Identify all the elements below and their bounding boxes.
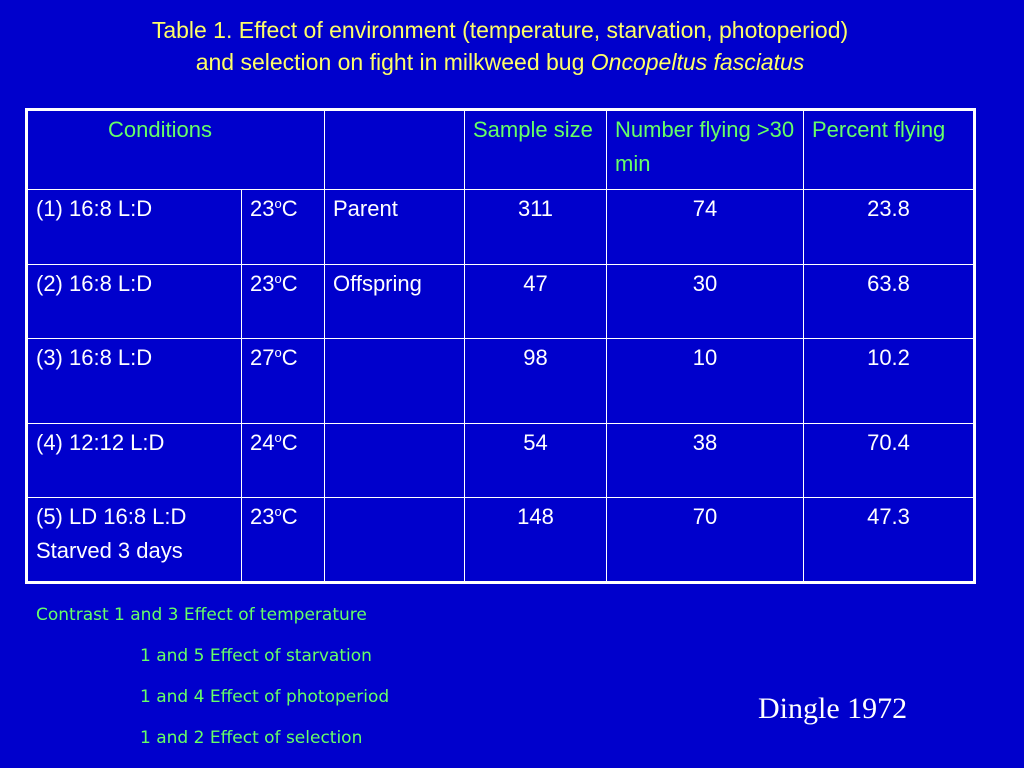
cell-group [324, 497, 465, 583]
cell-temperature: 23oC [241, 497, 325, 583]
cell-percent-flying: 70.4 [803, 423, 975, 498]
cell-sample-size: 311 [464, 189, 607, 265]
cell-group: Offspring [324, 264, 465, 339]
cell-percent-flying: 47.3 [803, 497, 975, 583]
data-table-wrapper: Conditions Sample size Number flying >30… [25, 108, 976, 584]
cell-sample-size: 148 [464, 497, 607, 583]
condition-line-2: Starved 3 days [36, 538, 183, 563]
header-sample-size: Sample size [464, 109, 607, 190]
cell-group: Parent [324, 189, 465, 265]
cell-sample-size: 54 [464, 423, 607, 498]
contrast-line: 1 and 4 Effect of photoperiod [140, 687, 390, 707]
citation: Dingle 1972 [758, 692, 908, 725]
table-row: (5) LD 16:8 L:D Starved 3 days 23oC 148 7… [26, 497, 975, 583]
cell-temperature: 27oC [241, 338, 325, 424]
slide-title: Table 1. Effect of environment (temperat… [0, 14, 1000, 78]
cell-number-flying: 30 [606, 264, 804, 339]
cell-percent-flying: 23.8 [803, 189, 975, 265]
table-row: (1) 16:8 L:D 23oC Parent 311 74 23.8 [26, 189, 975, 265]
cell-condition: (3) 16:8 L:D [26, 338, 242, 424]
cell-group [324, 338, 465, 424]
cell-sample-size: 98 [464, 338, 607, 424]
condition-line-1: (5) LD 16:8 L:D [36, 504, 187, 529]
cell-number-flying: 10 [606, 338, 804, 424]
cell-temperature: 24oC [241, 423, 325, 498]
cell-group [324, 423, 465, 498]
header-blank [324, 109, 465, 190]
cell-condition: (2) 16:8 L:D [26, 264, 242, 339]
cell-condition: (4) 12:12 L:D [26, 423, 242, 498]
header-percent-flying: Percent flying [803, 109, 975, 190]
data-table: Conditions Sample size Number flying >30… [25, 108, 976, 584]
cell-condition: (1) 16:8 L:D [26, 189, 242, 265]
cell-temperature: 23oC [241, 264, 325, 339]
cell-condition: (5) LD 16:8 L:D Starved 3 days [26, 497, 242, 583]
table-row: (3) 16:8 L:D 27oC 98 10 10.2 [26, 338, 975, 424]
cell-percent-flying: 63.8 [803, 264, 975, 339]
header-number-flying: Number flying >30 min [606, 109, 804, 190]
header-conditions: Conditions [26, 109, 325, 190]
cell-temperature: 23oC [241, 189, 325, 265]
cell-percent-flying: 10.2 [803, 338, 975, 424]
cell-number-flying: 70 [606, 497, 804, 583]
title-line-2-prefix: and selection on fight in milkweed bug [195, 49, 591, 75]
contrast-line: 1 and 2 Effect of selection [140, 728, 363, 748]
contrast-line: 1 and 5 Effect of starvation [140, 646, 372, 666]
table-header-row: Conditions Sample size Number flying >30… [26, 109, 975, 190]
title-line-1: Table 1. Effect of environment (temperat… [151, 17, 849, 43]
table-row: (4) 12:12 L:D 24oC 54 38 70.4 [26, 423, 975, 498]
title-line-2: and selection on fight in milkweed bug O… [0, 46, 1000, 78]
table-row: (2) 16:8 L:D 23oC Offspring 47 30 63.8 [26, 264, 975, 339]
contrast-line: Contrast 1 and 3 Effect of temperature [36, 605, 367, 625]
cell-sample-size: 47 [464, 264, 607, 339]
species-name: Oncopeltus fasciatus [590, 49, 805, 75]
cell-number-flying: 38 [606, 423, 804, 498]
cell-number-flying: 74 [606, 189, 804, 265]
